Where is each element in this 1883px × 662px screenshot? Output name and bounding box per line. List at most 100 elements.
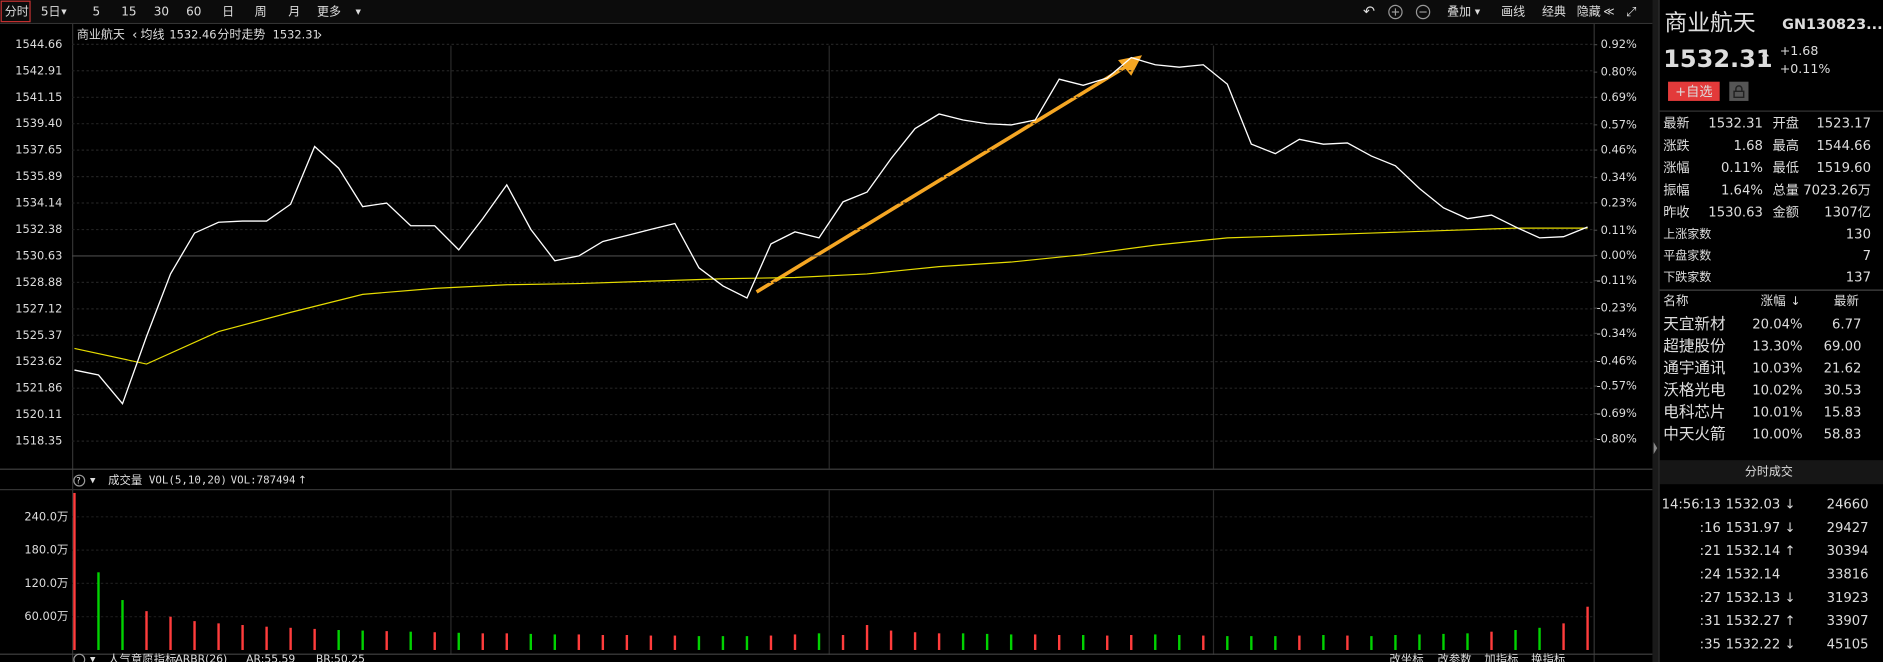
tool-button[interactable]: 叠加 bbox=[1447, 5, 1471, 19]
tool-button[interactable]: 经典 bbox=[1542, 5, 1566, 19]
watch-button[interactable] bbox=[1668, 81, 1720, 101]
panel-button[interactable]: 改参数 bbox=[1437, 652, 1472, 662]
nav-left: ‹ bbox=[132, 28, 137, 43]
tool-button[interactable]: 画线 bbox=[1501, 5, 1525, 19]
stock-price: 69.00 bbox=[1824, 339, 1862, 354]
volume-bar bbox=[577, 634, 581, 650]
panel-params: VOL(5,10,20) bbox=[149, 474, 227, 487]
trade-price: 1531.97 bbox=[1726, 521, 1781, 536]
y-tick-label: 60.00万 bbox=[24, 609, 68, 623]
watch-button-label[interactable]: +自选 bbox=[1675, 84, 1712, 100]
tab[interactable]: 5日 bbox=[41, 5, 61, 19]
tab[interactable]: 30 bbox=[154, 5, 169, 19]
panel-button[interactable]: 加指标 bbox=[1484, 652, 1518, 662]
stock-name[interactable]: 通宇通讯 bbox=[1663, 359, 1726, 377]
splitter[interactable] bbox=[1652, 0, 1659, 662]
trade-volume: 45105 bbox=[1827, 637, 1869, 652]
dropdown-icon: ▾ bbox=[1475, 5, 1481, 18]
zoom-in-icon[interactable] bbox=[1388, 4, 1403, 20]
undo-icon[interactable]: ↶ bbox=[1363, 4, 1375, 20]
volume-bar bbox=[1538, 627, 1541, 650]
column-header[interactable]: 名称 bbox=[1663, 293, 1689, 308]
volume-bar bbox=[433, 632, 436, 650]
y2-tick-label: 0.92% bbox=[1601, 37, 1637, 51]
tab[interactable]: 周 bbox=[255, 5, 267, 19]
y-tick-label: 1542.91 bbox=[15, 63, 62, 77]
stock-name[interactable]: 电科芯片 bbox=[1663, 403, 1725, 421]
volume-bar bbox=[673, 635, 677, 650]
help-mark: ? bbox=[76, 476, 80, 486]
stock-pct: 10.01% bbox=[1752, 405, 1802, 420]
stock-name[interactable]: 超捷股份 bbox=[1663, 337, 1726, 355]
trade-volume: 33816 bbox=[1827, 568, 1869, 583]
trade-arrow: ↓ bbox=[1785, 498, 1796, 513]
help-icon[interactable] bbox=[73, 653, 86, 662]
stock-pct: 13.30% bbox=[1752, 339, 1802, 354]
volume-bar bbox=[481, 633, 484, 650]
volume-bar bbox=[1009, 634, 1013, 650]
stock-name[interactable]: 中天火箭 bbox=[1663, 424, 1725, 443]
volume-bar bbox=[73, 492, 76, 650]
price-arrow: ↑ bbox=[1758, 49, 1772, 69]
volume-bar bbox=[169, 616, 172, 650]
price-change: +1.68 bbox=[1780, 43, 1819, 58]
panel-button[interactable]: 换指标 bbox=[1531, 652, 1565, 662]
stat-label: 金额 bbox=[1773, 205, 1799, 221]
tab[interactable]: 日 bbox=[222, 5, 234, 19]
panel-button[interactable]: 改坐标 bbox=[1389, 652, 1423, 662]
y-tick-label: 1544.66 bbox=[15, 37, 62, 51]
lock-icon bbox=[1733, 85, 1745, 99]
average-line bbox=[74, 227, 1588, 365]
tab[interactable]: 15 bbox=[121, 5, 136, 19]
stock-price: 58.83 bbox=[1824, 427, 1862, 442]
tab[interactable]: 月 bbox=[288, 5, 300, 19]
y2-tick-label: 0.80% bbox=[1601, 65, 1637, 79]
volume-bar bbox=[385, 631, 388, 650]
zoom-out-icon[interactable] bbox=[1415, 4, 1431, 20]
trade-arrow: ↑ bbox=[1785, 614, 1796, 629]
volume-bar bbox=[1274, 636, 1277, 650]
panel-title: 成交量 bbox=[108, 473, 142, 487]
y2-tick-label: -0.46% bbox=[1596, 353, 1637, 367]
y-tick-label: 1530.63 bbox=[15, 248, 62, 262]
active-tab-frame bbox=[0, 0, 31, 23]
volume-bar bbox=[1418, 634, 1421, 650]
trade-time: :35 bbox=[1700, 637, 1721, 652]
count-label: 下跌家数 bbox=[1663, 269, 1711, 284]
volume-bar bbox=[97, 572, 100, 650]
legend-value: 1532.46 bbox=[169, 27, 216, 41]
help-icon[interactable] bbox=[73, 474, 86, 487]
stat-value: 7023.26万 bbox=[1803, 183, 1871, 198]
stat-label: 总量 bbox=[1773, 182, 1799, 198]
splitter-arrow[interactable] bbox=[1653, 442, 1658, 455]
trade-price: 1532.14 bbox=[1726, 568, 1781, 583]
volume-bar bbox=[1033, 634, 1037, 650]
volume-bar bbox=[937, 633, 941, 650]
tab[interactable]: 更多 bbox=[317, 5, 341, 19]
legend-value: 1532.31 bbox=[273, 27, 320, 41]
tab[interactable]: 60 bbox=[186, 5, 201, 19]
y-tick-label: 1521.86 bbox=[15, 381, 62, 395]
stat-value: 1.64% bbox=[1721, 183, 1763, 198]
stock-name[interactable]: 天宜新材 bbox=[1663, 315, 1725, 333]
column-header[interactable]: 涨幅 bbox=[1761, 293, 1786, 308]
stat-label: 最低 bbox=[1773, 160, 1799, 176]
stock-name[interactable]: 沃格光电 bbox=[1663, 381, 1726, 399]
volume-bar bbox=[313, 628, 316, 650]
volume-bar bbox=[865, 625, 869, 650]
dropdown-icon: ▾ bbox=[90, 653, 96, 662]
tool-button[interactable]: 隐藏 bbox=[1577, 5, 1601, 19]
y-tick-label: 1535.89 bbox=[15, 169, 62, 183]
stock-price: 30.53 bbox=[1824, 383, 1862, 398]
tab[interactable]: 5 bbox=[92, 5, 100, 19]
stat-value: 1.68 bbox=[1734, 139, 1763, 154]
tab[interactable]: 分时 bbox=[5, 5, 29, 19]
trade-time: 14:56:13 bbox=[1662, 498, 1721, 513]
stock-pct: 10.03% bbox=[1752, 361, 1802, 376]
stock-pct: 10.00% bbox=[1752, 427, 1802, 442]
volume-bar bbox=[265, 626, 268, 650]
fullscreen-icon[interactable]: ⤢ bbox=[1626, 5, 1637, 20]
column-header[interactable]: 最新 bbox=[1834, 293, 1860, 308]
